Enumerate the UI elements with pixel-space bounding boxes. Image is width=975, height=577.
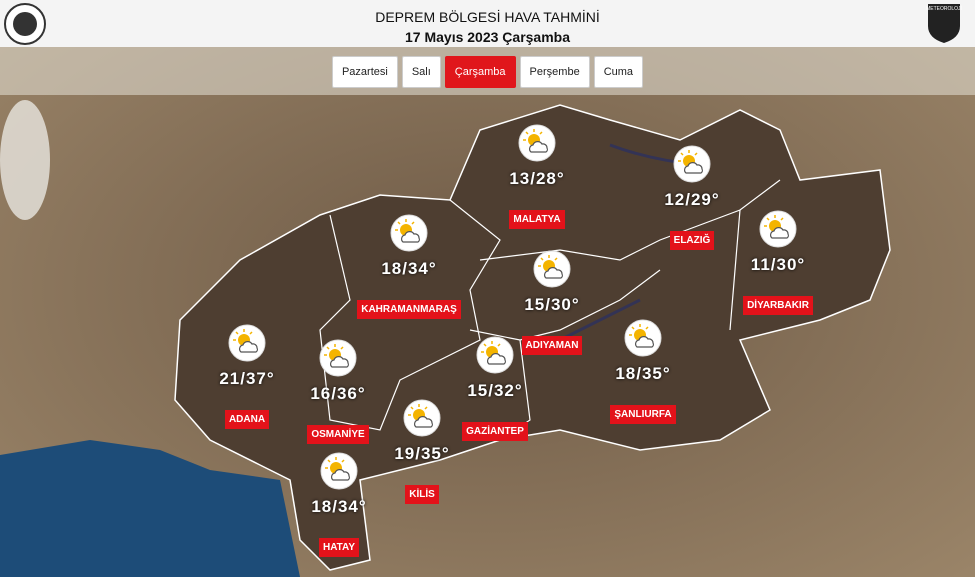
title: DEPREM BÖLGESİ HAVA TAHMİNİ xyxy=(375,9,600,25)
temperature: 11/30° xyxy=(750,255,806,274)
temperature: 21/37° xyxy=(219,369,275,388)
temperature: 16/36° xyxy=(310,384,366,403)
city-label: GAZİANTEP xyxy=(462,422,528,441)
city-label: ELAZIĞ xyxy=(669,231,715,250)
weather-icon xyxy=(320,452,358,490)
city: 11/30° DİYARBAKIR xyxy=(698,210,858,315)
temperature: 15/32° xyxy=(467,381,523,400)
day-button[interactable]: Perşembe xyxy=(519,56,590,88)
city-label: ADIYAMAN xyxy=(521,336,583,355)
day-button[interactable]: Salı xyxy=(401,56,441,88)
city-label: DİYARBAKIR xyxy=(743,296,813,315)
weather-icon xyxy=(228,324,266,362)
city: 15/30° ADIYAMAN xyxy=(472,250,632,355)
weather-icon xyxy=(518,124,556,162)
date: 17 Mayıs 2023 Çarşamba xyxy=(405,29,570,45)
left-logo xyxy=(4,3,46,45)
city-label: MALATYA xyxy=(509,210,565,229)
weather-icon xyxy=(319,339,357,377)
right-logo-text: METEOROLOJİ xyxy=(926,5,962,12)
city: 13/28° MALATYA xyxy=(457,124,617,229)
weather-icon xyxy=(533,250,571,288)
city: 15/32° GAZİANTEP xyxy=(415,336,575,441)
day-button[interactable]: Pazartesi xyxy=(331,56,398,88)
temperature: 15/30° xyxy=(524,295,580,314)
temperature: 19/35° xyxy=(394,444,450,463)
weather-icon xyxy=(673,145,711,183)
temperature: 12/29° xyxy=(664,190,720,209)
temperature: 18/35° xyxy=(615,364,671,383)
weather-icon xyxy=(390,214,428,252)
city: 18/34° HATAY xyxy=(259,452,419,557)
header: DEPREM BÖLGESİ HAVA TAHMİNİ 17 Mayıs 202… xyxy=(0,0,975,47)
day-button[interactable]: Çarşamba xyxy=(444,56,516,88)
temperature: 18/34° xyxy=(381,259,437,278)
weather-icon xyxy=(476,336,514,374)
day-bar: Pazartesi Salı Çarşamba Perşembe Cuma xyxy=(0,47,975,95)
city-label: ADANA xyxy=(224,410,270,429)
temperature: 18/34° xyxy=(311,497,367,516)
city: 18/35° ŞANLIURFA xyxy=(563,319,723,424)
weather-icon xyxy=(624,319,662,357)
city: 21/37° ADANA xyxy=(167,324,327,429)
day-button[interactable]: Cuma xyxy=(593,56,644,88)
city: 12/29° ELAZIĞ xyxy=(612,145,772,250)
city-label: KİLİS xyxy=(405,485,439,504)
city-label: OSMANİYE xyxy=(307,425,369,444)
city-label: ŞANLIURFA xyxy=(610,405,676,424)
city: 18/34° KAHRAMANMARAŞ xyxy=(329,214,489,319)
weather-icon xyxy=(403,399,441,437)
right-logo: METEOROLOJİ xyxy=(926,4,962,43)
city: 16/36° OSMANİYE xyxy=(258,339,418,444)
city-label: HATAY xyxy=(318,538,360,557)
weather-icon xyxy=(759,210,797,248)
city-label: KAHRAMANMARAŞ xyxy=(357,300,461,319)
city: 19/35° KİLİS xyxy=(342,399,502,504)
temperature: 13/28° xyxy=(509,169,565,188)
